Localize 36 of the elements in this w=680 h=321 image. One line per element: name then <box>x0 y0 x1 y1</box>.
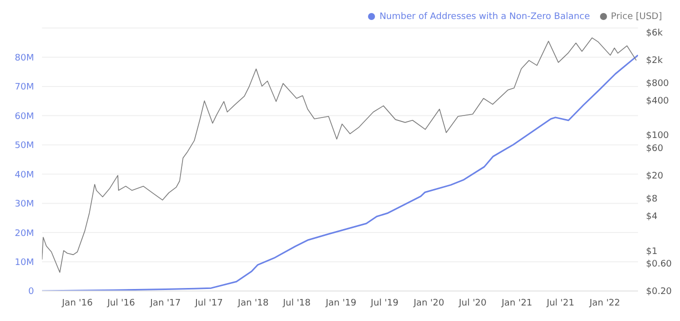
x-tick-label: Jan '22 <box>588 298 620 308</box>
x-tick-label: Jul '18 <box>282 298 311 308</box>
x-tick-label: Jul '16 <box>106 298 136 308</box>
x-tick-label: Jan '16 <box>61 298 93 308</box>
y2-tick-label: $8 <box>646 194 658 205</box>
x-tick-label: Jul '21 <box>546 298 574 308</box>
y2-tick-label: $20 <box>646 172 664 182</box>
legend-label: Price [USD] <box>610 12 662 22</box>
legend-label: Number of Addresses with a Non-Zero Balance <box>379 12 590 22</box>
y2-tick-label: $0.60 <box>646 260 672 270</box>
y2-tick-label: $4 <box>646 212 658 222</box>
y-tick-label: 0 <box>28 287 34 298</box>
x-tick-label: Jan '17 <box>149 298 181 308</box>
x-tick-label: Jan '19 <box>324 298 357 308</box>
y2-tick-label: $0.20 <box>646 287 672 298</box>
y2-tick-label: $800 <box>646 79 670 89</box>
y-tick-label: 30M <box>14 200 34 210</box>
x-tick-label: Jul '19 <box>370 298 399 308</box>
y2-tick-label: $400 <box>646 96 670 106</box>
y-tick-label: 20M <box>14 228 34 239</box>
y-tick-label: 60M <box>14 112 34 122</box>
x-tick-label: Jul '20 <box>458 298 487 308</box>
y-tick-label: 70M <box>14 82 34 93</box>
y2-tick-label: $1 <box>646 246 658 257</box>
y2-tick-label: $60 <box>646 144 664 154</box>
y2-tick-label: $2k <box>646 56 664 66</box>
y2-tick-label: $100 <box>646 131 670 142</box>
x-tick-label: Jan '20 <box>412 298 445 308</box>
x-tick-label: Jul '17 <box>194 298 223 308</box>
x-tick-label: Jan '21 <box>500 298 532 308</box>
y-tick-label: 10M <box>14 258 34 268</box>
y-tick-label: 50M <box>14 141 34 152</box>
x-tick-label: Jan '18 <box>236 298 269 308</box>
y-tick-label: 80M <box>14 53 34 64</box>
y2-tick-label: $6k <box>646 28 664 38</box>
y-tick-label: 40M <box>14 170 34 180</box>
